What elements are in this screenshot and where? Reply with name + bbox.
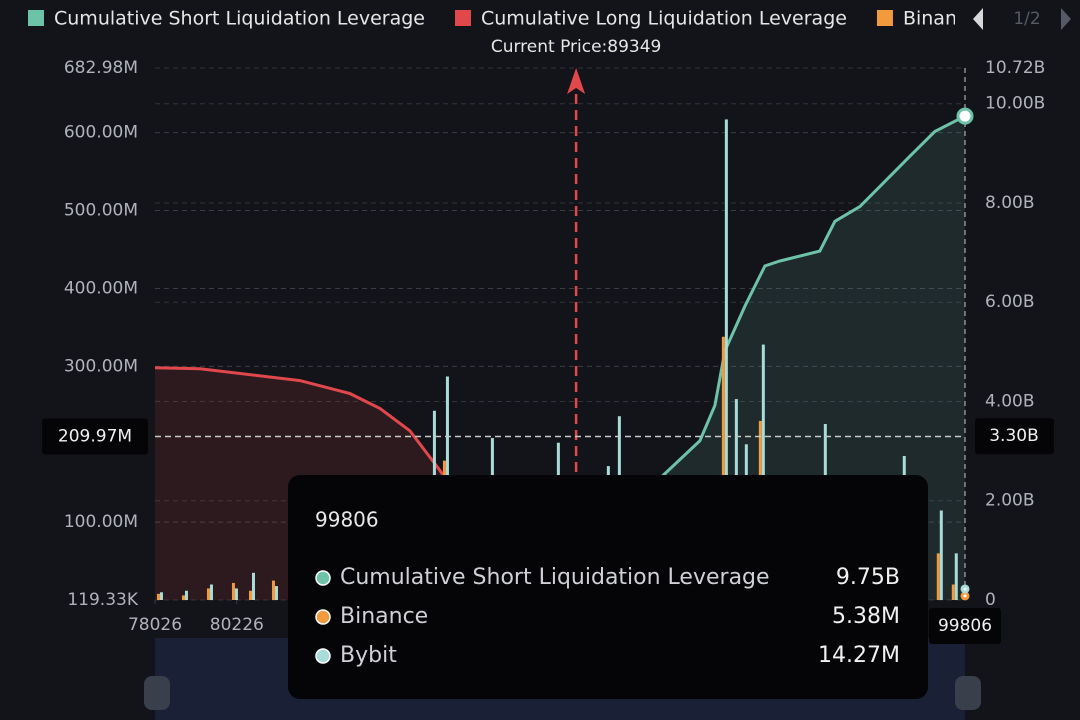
y-tick-label: 500.00M [64, 201, 138, 221]
hover-dot [960, 584, 970, 594]
bar [181, 595, 185, 600]
bar [234, 588, 238, 600]
bar [271, 580, 275, 600]
y2-tick-label: 4.00B [985, 391, 1035, 411]
y-tick-label: 100.00M [64, 512, 138, 532]
y-tick-label: 600.00M [64, 123, 138, 143]
tooltip-box [288, 475, 928, 699]
tooltip: 99806 Cumulative Short Liquidation Lever… [288, 475, 928, 699]
tooltip-value: 14.27M [818, 643, 900, 668]
x-tick-label: 78026 [128, 615, 182, 635]
legend-next[interactable] [1061, 8, 1071, 30]
x-tick-label: 80226 [210, 615, 264, 635]
bar [721, 336, 725, 600]
legend-swatch [876, 10, 893, 26]
scroll-handle-left[interactable] [144, 676, 170, 710]
tooltip-name: Bybit [340, 643, 397, 668]
tooltip-value: 9.75B [836, 565, 900, 590]
y2-tick-label: 8.00B [985, 193, 1035, 213]
tooltip-title: 99806 [315, 508, 379, 532]
crosshair-y2-label: 3.30B [989, 426, 1039, 446]
bar [951, 584, 955, 600]
tooltip-value: 5.38M [832, 604, 900, 629]
legend-swatch [28, 10, 44, 26]
bar [248, 590, 252, 600]
bar [939, 510, 943, 600]
bar [184, 590, 188, 600]
y2-tick-label: 2.00B [985, 491, 1035, 511]
crosshair-y-box [42, 418, 148, 455]
crosshair-y2-box [975, 418, 1054, 455]
y2-tick-label: 0 [985, 590, 996, 610]
grid: 119.33K 100.00M 300.00M 400.00M 500.00M 600.0… [64, 58, 1046, 635]
legend-label: Cumulative Long Liquidation Leverage [481, 8, 847, 30]
bar [936, 553, 940, 600]
y-tick-label: 119.33K [67, 590, 138, 610]
legend-swatch [454, 10, 471, 26]
bar [954, 553, 958, 600]
y-tick-label: 400.00M [64, 278, 138, 298]
bar [206, 588, 210, 600]
bar [274, 586, 278, 600]
tooltip-dot [315, 609, 331, 625]
crosshair-x-box [929, 608, 1001, 644]
legend-prev[interactable] [973, 8, 983, 30]
hover-dot [960, 591, 970, 601]
crosshair-x-label: 99806 [938, 616, 992, 636]
tooltip-dot [315, 570, 331, 586]
y-tick-label: 300.00M [64, 356, 138, 376]
scroll-handle-right[interactable] [955, 676, 981, 710]
legend: Cumulative Short Liquidation Leverage Cum… [28, 8, 979, 30]
tooltip-dot [315, 648, 331, 664]
y2-tick-label: 6.00B [985, 292, 1035, 312]
bar [156, 593, 160, 600]
line [658, 114, 966, 480]
tooltip-name: Binance [340, 604, 428, 629]
y-tick-label: 682.98M [64, 58, 138, 78]
tooltip-name: Cumulative Short Liquidation Leverage [340, 565, 770, 590]
y2-tick-label: 10.72B [985, 58, 1045, 78]
current-price-label: Current Price:89349 [491, 37, 662, 57]
legend-page: 1/2 [1013, 9, 1040, 29]
bar [761, 344, 765, 600]
crosshair-y-label: 209.97M [58, 427, 132, 447]
bar [159, 592, 163, 600]
bar [231, 582, 235, 600]
bar [724, 119, 728, 601]
legend-label: Binance [903, 8, 979, 30]
hover-dot [956, 107, 974, 125]
current-price-arrow [567, 68, 586, 94]
bar [251, 572, 255, 600]
legend-label: Cumulative Short Liquidation Leverage [54, 8, 425, 30]
bar [209, 584, 213, 600]
y2-tick-label: 10.00B [985, 94, 1045, 114]
